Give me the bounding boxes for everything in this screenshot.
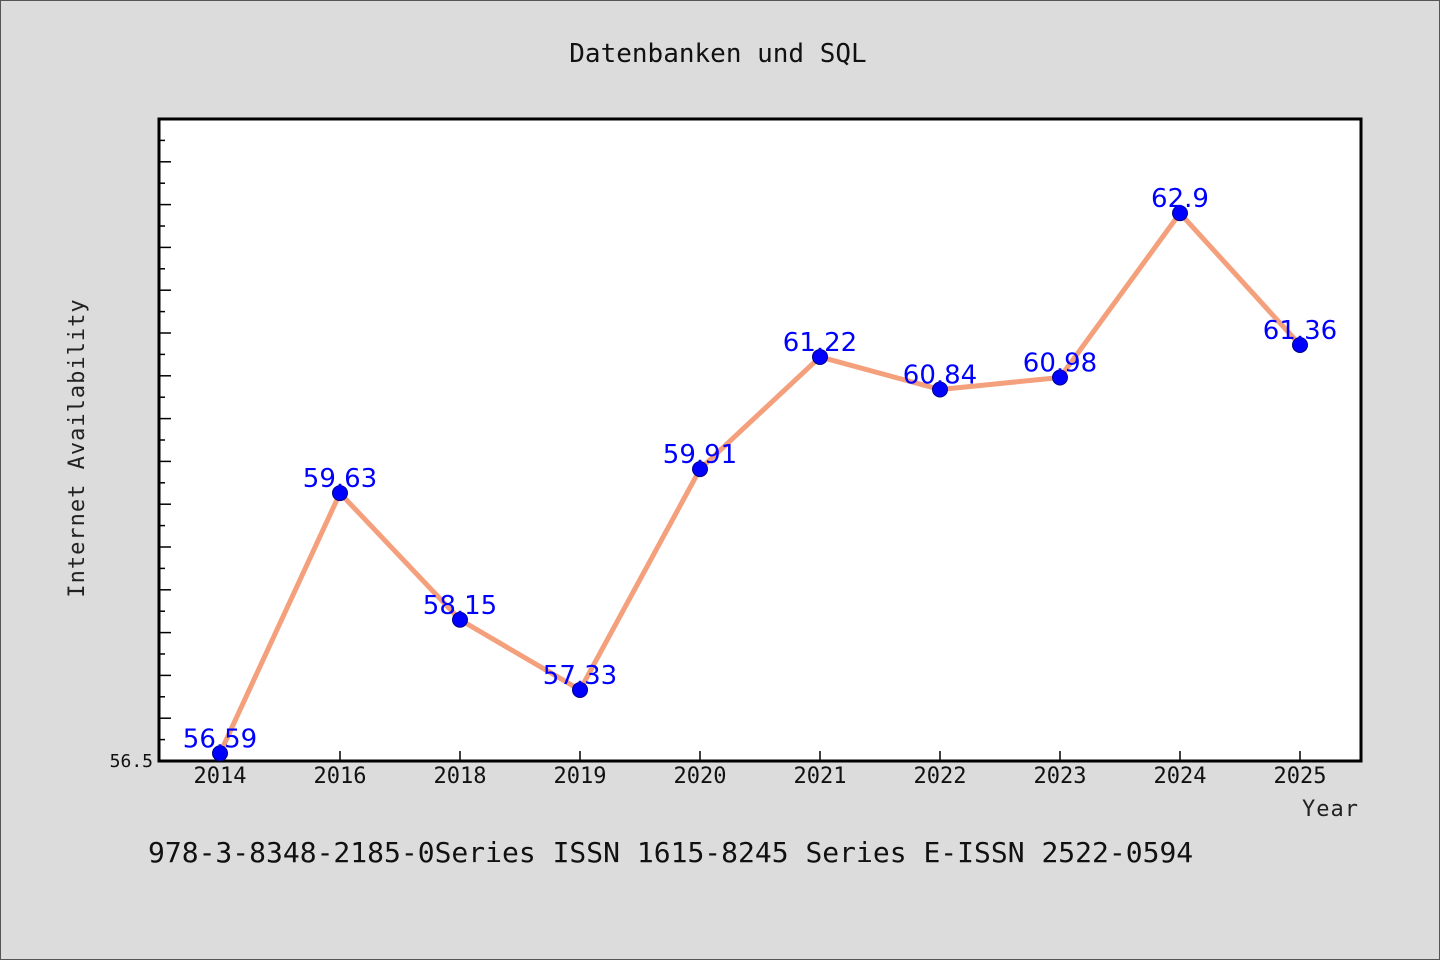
data-label: 58.15	[423, 591, 497, 621]
x-tick-labels: 2014 2016 2018 2019 2020 2021 2022 2023 2024 2025	[194, 764, 1327, 789]
y-axis-ticks	[159, 118, 171, 762]
x-axis-ticks	[219, 751, 1301, 761]
data-labels: 56.59 59.63 58.15 57.33 59.91 61.22 60.84 60.98…	[183, 184, 1337, 754]
data-point	[1052, 369, 1068, 386]
data-label: 59.91	[663, 440, 737, 470]
data-point	[932, 381, 948, 398]
data-point	[332, 485, 348, 502]
data-point	[212, 745, 228, 762]
x-tick-label: 2021	[794, 764, 847, 789]
x-axis-label: Year	[1302, 797, 1359, 822]
data-label: 60.98	[1023, 349, 1097, 379]
data-point	[812, 348, 828, 365]
x-tick-label: 2025	[1274, 764, 1327, 789]
isbn-caption: 978-3-8348-2185-0Series ISSN 1615-8245 S…	[148, 836, 1193, 869]
data-point	[452, 611, 468, 628]
data-label: 57.33	[543, 661, 617, 691]
x-tick-label: 2023	[1034, 764, 1087, 789]
x-tick-label: 2019	[554, 764, 607, 789]
data-label: 56.59	[183, 724, 257, 754]
data-label: 61.22	[783, 328, 857, 358]
series-line	[217, 210, 1302, 755]
data-point	[692, 461, 708, 478]
chart-title: Datenbanken und SQL	[569, 39, 866, 69]
x-tick-label: 2018	[434, 764, 487, 789]
data-label: 60.84	[903, 360, 977, 390]
data-point	[1172, 205, 1188, 222]
y-min-label: 56.5	[110, 751, 153, 772]
data-label: 61.36	[1263, 316, 1337, 346]
data-markers	[212, 205, 1308, 762]
data-label: 59.63	[303, 464, 377, 494]
x-tick-label: 2024	[1154, 764, 1207, 789]
x-tick-label: 2022	[914, 764, 967, 789]
plot-area	[157, 117, 1363, 763]
data-label: 62.9	[1151, 184, 1209, 214]
data-point	[572, 681, 588, 698]
x-tick-label: 2020	[674, 764, 727, 789]
x-tick-label: 2016	[314, 764, 367, 789]
data-point	[1292, 336, 1308, 353]
x-tick-label: 2014	[194, 764, 247, 789]
y-axis-label: Internet Availability	[65, 298, 90, 597]
